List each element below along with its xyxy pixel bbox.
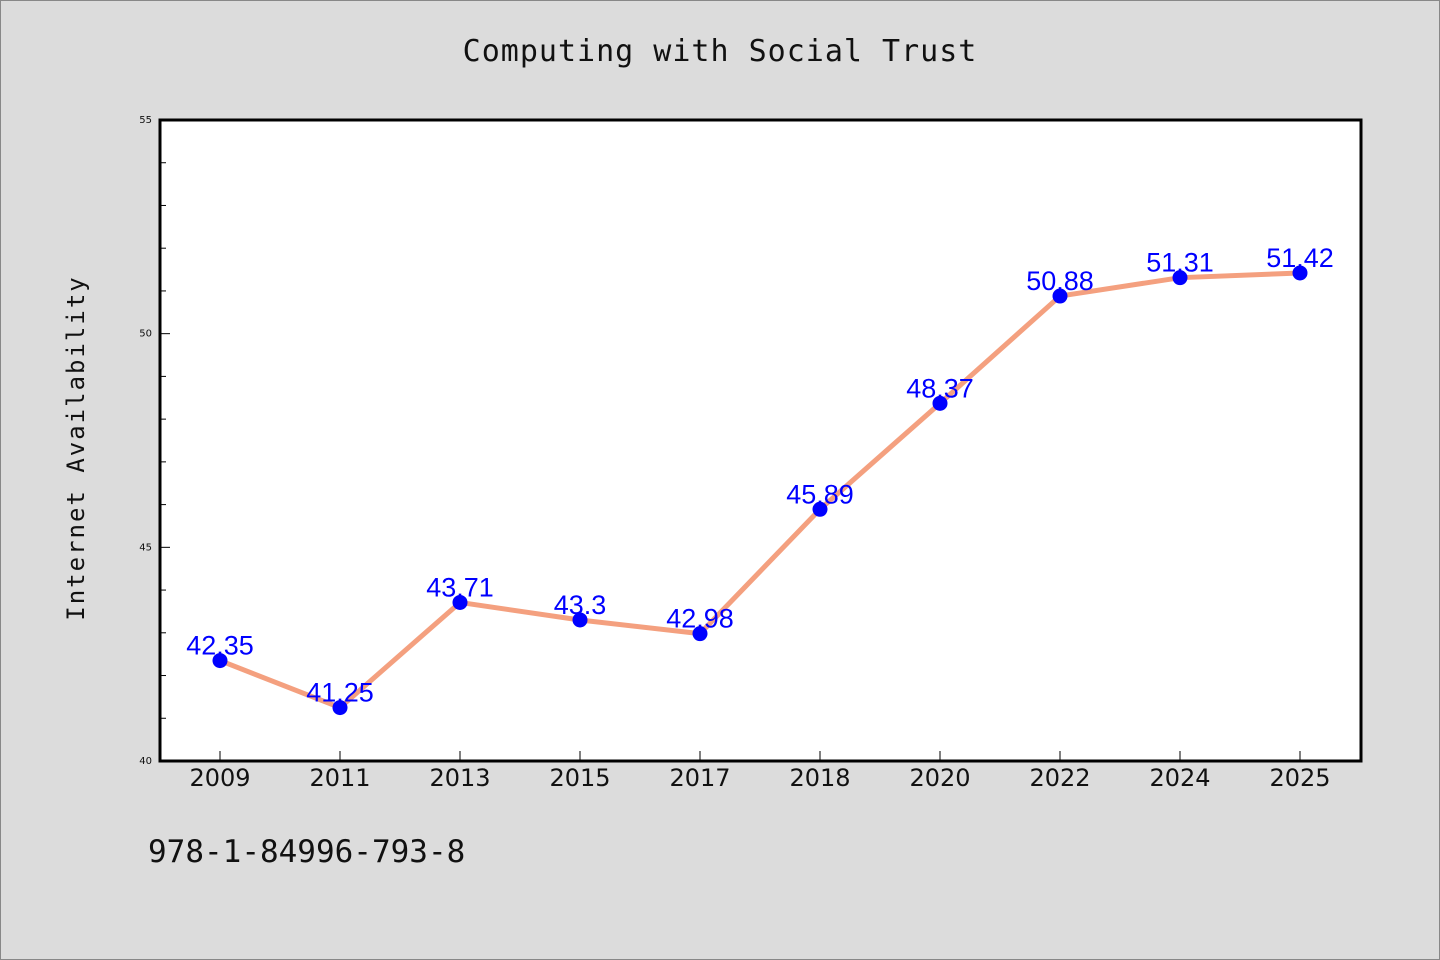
footer-code: 978-1-84996-793-8 xyxy=(148,834,466,870)
y-tick-label: 55 xyxy=(139,115,152,126)
data-label: 51.42 xyxy=(1266,243,1334,273)
x-tick-label: 2022 xyxy=(1029,764,1090,792)
x-tick-label: 2020 xyxy=(909,764,970,792)
series-line xyxy=(219,270,1301,711)
x-tick-label: 2015 xyxy=(549,764,610,792)
x-tick-label: 2018 xyxy=(789,764,850,792)
data-label: 41.25 xyxy=(306,678,374,708)
data-label: 48.37 xyxy=(906,373,974,403)
chart-title: Computing with Social Trust xyxy=(462,34,978,69)
data-label: 42.35 xyxy=(186,631,254,661)
data-markers xyxy=(212,265,1308,716)
data-label: 45.89 xyxy=(786,479,854,509)
data-point xyxy=(932,395,948,411)
data-labels: 42.35 41.25 43.71 43.3 42.98 45.89 48.37 50.88 5… xyxy=(186,243,1334,708)
data-point xyxy=(1292,265,1308,281)
x-tick-label: 2013 xyxy=(429,764,490,792)
y-axis: 40 45 50 55 xyxy=(139,115,170,767)
data-point xyxy=(452,594,468,610)
data-label: 42.98 xyxy=(666,604,734,634)
x-tick-label: 2024 xyxy=(1149,764,1210,792)
data-point xyxy=(812,501,828,517)
x-tick-label: 2009 xyxy=(189,764,250,792)
data-point xyxy=(692,626,708,642)
data-point xyxy=(1052,288,1068,304)
data-label: 50.88 xyxy=(1026,266,1094,296)
data-point xyxy=(572,612,588,628)
x-axis: 2009 2011 2013 2015 2017 2018 2020 2022 2024 2025 xyxy=(189,751,1331,792)
x-tick-label: 2011 xyxy=(309,764,370,792)
x-tick-label: 2017 xyxy=(669,764,730,792)
y-tick-label: 40 xyxy=(139,756,152,767)
x-tick-label: 2025 xyxy=(1269,764,1330,792)
data-label: 43.3 xyxy=(554,590,607,620)
data-point xyxy=(1172,270,1188,286)
plot-area xyxy=(158,118,1363,763)
data-label: 43.71 xyxy=(426,572,494,602)
data-label: 51.31 xyxy=(1146,248,1214,278)
y-tick-label: 50 xyxy=(139,329,152,340)
y-tick-label: 45 xyxy=(139,542,152,553)
data-point xyxy=(212,653,228,669)
data-point xyxy=(332,700,348,716)
